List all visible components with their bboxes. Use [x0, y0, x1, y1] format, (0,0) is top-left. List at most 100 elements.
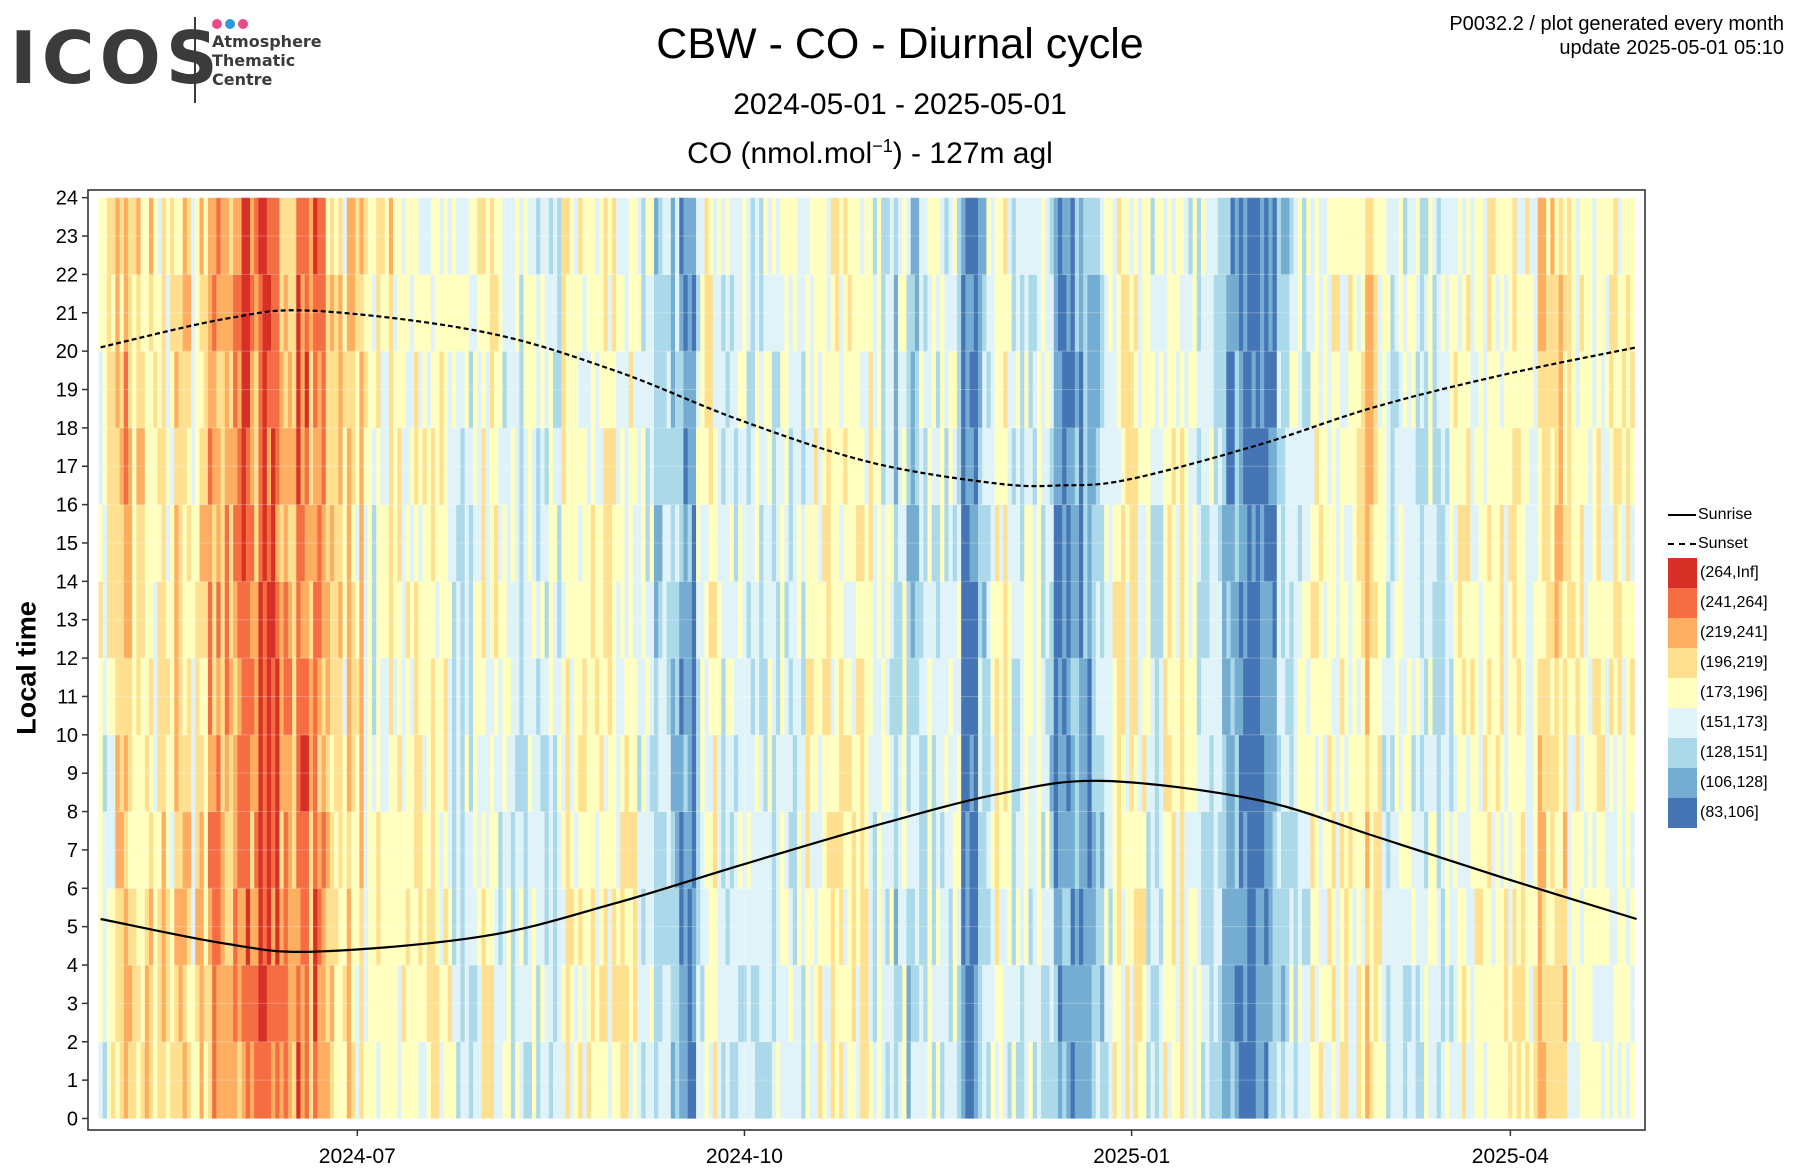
- heatmap-cell: [885, 427, 891, 505]
- heatmap-cell: [1083, 1041, 1088, 1119]
- heatmap-cell: [750, 504, 756, 582]
- heatmap-cell: [826, 581, 832, 659]
- heatmap-cell: [666, 888, 672, 966]
- heatmap-cell: [1470, 734, 1475, 812]
- heatmap-cell: [1605, 811, 1610, 889]
- heatmap-cell: [1053, 811, 1059, 889]
- heatmap-cell: [771, 427, 777, 505]
- heatmap-cell: [973, 504, 979, 582]
- heatmap-cell: [691, 734, 697, 812]
- heatmap-cell: [1339, 811, 1345, 889]
- heatmap-cell: [1335, 1041, 1341, 1119]
- heatmap-cell: [1104, 427, 1109, 505]
- heatmap-cell: [325, 1041, 331, 1119]
- legend-bins: (264,Inf] (241,264] (219,241] (196,219] (173…: [1668, 558, 1768, 828]
- heatmap-cell: [822, 504, 827, 582]
- heatmap-cell: [1398, 734, 1404, 812]
- heatmap-cell: [329, 581, 335, 659]
- heatmap-cell: [123, 965, 129, 1043]
- heatmap-cell: [186, 1041, 192, 1119]
- heatmap-cell: [1466, 734, 1471, 812]
- heatmap-cell: [111, 965, 116, 1043]
- heatmap-cell: [536, 351, 541, 429]
- heatmap-cell: [603, 504, 609, 582]
- heatmap-cell: [418, 734, 423, 812]
- heatmap-cell: [447, 427, 453, 505]
- heatmap-cell: [1167, 811, 1172, 889]
- heatmap-cell: [1365, 427, 1370, 505]
- heatmap-cell: [1154, 734, 1160, 812]
- heatmap-cell: [712, 274, 718, 352]
- heatmap-cell: [1180, 274, 1185, 352]
- heatmap-cell: [334, 1041, 339, 1119]
- heatmap-cell: [342, 965, 348, 1043]
- heatmap-cell: [1318, 965, 1324, 1043]
- heatmap-cell: [506, 965, 512, 1043]
- heatmap-cell: [1453, 811, 1459, 889]
- heatmap-cell: [1407, 658, 1412, 736]
- heatmap-cell: [919, 504, 924, 582]
- heatmap-cell: [822, 197, 827, 275]
- heatmap-cell: [481, 351, 487, 429]
- heatmap-cell: [797, 965, 802, 1043]
- heatmap-cell: [1314, 274, 1320, 352]
- heatmap-cell: [119, 581, 125, 659]
- heatmap-cell: [161, 965, 167, 1043]
- heatmap-cell: [304, 1041, 310, 1119]
- heatmap-cell: [1154, 888, 1160, 966]
- heatmap-cell: [1129, 274, 1135, 352]
- heatmap-cell: [1222, 274, 1227, 352]
- heatmap-cell: [1255, 504, 1261, 582]
- heatmap-cell: [199, 734, 205, 812]
- heatmap-cell: [801, 274, 806, 352]
- heatmap-cell: [1251, 658, 1257, 736]
- heatmap-cell: [956, 658, 962, 736]
- heatmap-cell: [123, 427, 129, 505]
- heatmap-cell: [809, 197, 815, 275]
- heatmap-cell: [653, 1041, 659, 1119]
- heatmap-cell: [435, 1041, 440, 1119]
- heatmap-cell: [186, 197, 192, 275]
- heatmap-cell: [447, 274, 453, 352]
- y-tick-label: 14: [56, 571, 78, 593]
- heatmap-cell: [902, 888, 907, 966]
- heatmap-cell: [1377, 888, 1383, 966]
- heatmap-cell: [1158, 274, 1164, 352]
- heatmap-cell: [1516, 504, 1522, 582]
- heatmap-cell: [940, 888, 945, 966]
- heatmap-cell: [1403, 197, 1408, 275]
- heatmap-cell: [805, 504, 811, 582]
- heatmap-cell: [123, 734, 129, 812]
- heatmap-cell: [1377, 1041, 1383, 1119]
- heatmap-cell: [456, 197, 461, 275]
- heatmap-cell: [489, 504, 495, 582]
- heatmap-cell: [283, 581, 289, 659]
- heatmap-cell: [914, 1041, 920, 1119]
- heatmap-cell: [1104, 581, 1109, 659]
- heatmap-cell: [1411, 1041, 1417, 1119]
- heatmap-cell: [287, 351, 293, 429]
- heatmap-cell: [599, 734, 604, 812]
- heatmap-cell: [1491, 504, 1497, 582]
- heatmap-cell: [1365, 504, 1370, 582]
- heatmap-cell: [106, 658, 112, 736]
- heatmap-cell: [149, 197, 154, 275]
- heatmap-cell: [477, 734, 482, 812]
- heatmap-cell: [1281, 504, 1286, 582]
- heatmap-cell: [1558, 965, 1564, 1043]
- heatmap-cell: [1360, 427, 1366, 505]
- heatmap-cell: [161, 274, 167, 352]
- heatmap-cell: [540, 351, 545, 429]
- heatmap-cell: [165, 274, 171, 352]
- heatmap-cell: [1487, 427, 1492, 505]
- heatmap-cell: [1066, 1041, 1071, 1119]
- heatmap-cell: [1213, 734, 1219, 812]
- heatmap-cell: [1525, 811, 1530, 889]
- heatmap-cell: [98, 658, 104, 736]
- heatmap-cell: [287, 504, 293, 582]
- heatmap-cell: [1036, 658, 1042, 736]
- heatmap-cell: [1449, 504, 1454, 582]
- heatmap-cell: [1550, 274, 1555, 352]
- heatmap-cell: [885, 351, 891, 429]
- heatmap-cell: [721, 581, 726, 659]
